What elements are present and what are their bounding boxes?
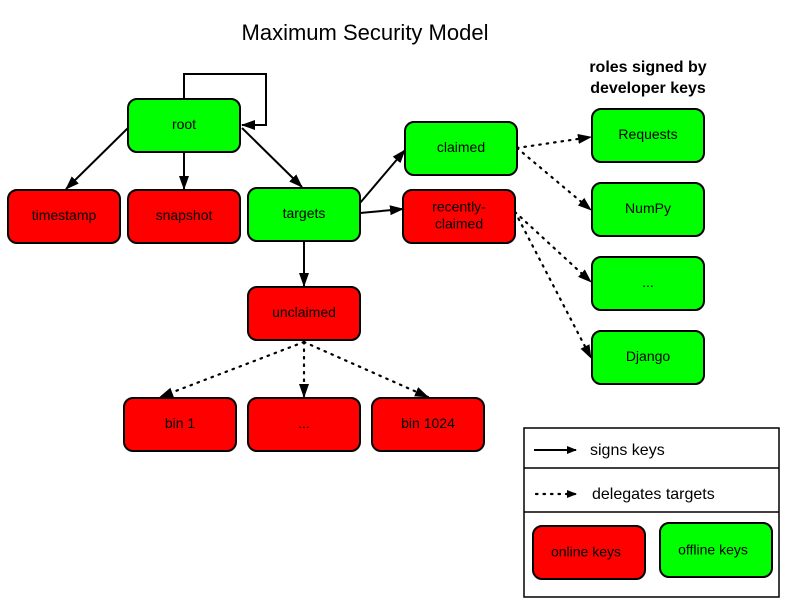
node-box [591,108,705,163]
node-requests: Requests [591,108,705,163]
delegates-arrow-recently_claimed-to-django [513,210,593,360]
diagram-title: Maximum Security Model [242,20,489,45]
node-label: claimed [437,139,485,155]
node-box [123,397,237,452]
signs-arrow-root-to-targets [241,127,303,188]
node-box [7,189,121,244]
delegates-arrow-recently_claimed-to-ellipsis_projects [513,210,593,284]
node-label: ... [298,415,310,431]
delegates-arrow-unclaimed-to-bin1024 [302,340,430,399]
signs-arrow-targets-to-recently_claimed [359,205,404,216]
node-box [371,397,485,452]
node-box [247,286,361,341]
node-label: NumPy [625,200,671,216]
node-box [247,397,361,452]
node-bin1: bin 1 [123,397,237,452]
node-targets: targets [247,187,361,242]
node-box [127,189,241,244]
signs-arrow-targets-to-claimed [359,149,406,204]
node-ellipsis-projects: ... [591,256,705,311]
side-heading-line1: roles signed by [589,59,706,76]
node-label: unclaimed [272,304,336,320]
node-unclaimed: unclaimed [247,286,361,341]
node-label: Django [626,348,671,364]
legend-online-label: online keys [551,544,621,560]
node-label: claimed [435,216,483,232]
node-label: Requests [618,126,677,142]
node-label: bin 1024 [401,415,455,431]
node-box [247,187,361,242]
node-box [404,121,518,176]
node-box [591,256,705,311]
node-claimed: claimed [404,121,518,176]
delegates-arrow-unclaimed-to-bin1 [158,340,306,399]
node-label: targets [283,205,326,221]
node-box [402,189,516,244]
node-timestamp: timestamp [7,189,121,244]
node-label: bin 1 [165,415,196,431]
legend-offline-swatch [659,522,773,578]
legend-offline-label: offline keys [678,542,748,558]
legend-delegates-label: delegates targets [592,486,715,503]
node-label: snapshot [156,207,213,223]
delegates-arrow-claimed-to-numpy [515,146,593,212]
legend-signs-label: signs keys [590,442,665,459]
node-box [591,182,705,237]
signs-arrow-root-to-root [183,73,267,130]
node-box [127,98,241,153]
node-snapshot: snapshot [127,189,241,244]
node-label: recently- [432,199,486,215]
node-root: root [127,98,241,153]
node-django: Django [591,330,705,385]
side-heading-line2: developer keys [590,80,706,97]
node-box [591,330,705,385]
legend: signs keys delegates targets online keys… [523,427,780,598]
signs-arrow-root-to-timestamp [65,127,129,190]
node-label: root [172,116,196,132]
delegates-arrow-claimed-to-requests [515,133,593,150]
node-numpy: NumPy [591,182,705,237]
node-bin1024: bin 1024 [371,397,485,452]
legend-online-swatch [532,525,646,580]
node-label: ... [642,274,654,290]
node-recently-claimed: recently-claimed [402,189,516,244]
node-ellipsis-bins: ... [247,397,361,452]
node-label: timestamp [32,207,97,223]
